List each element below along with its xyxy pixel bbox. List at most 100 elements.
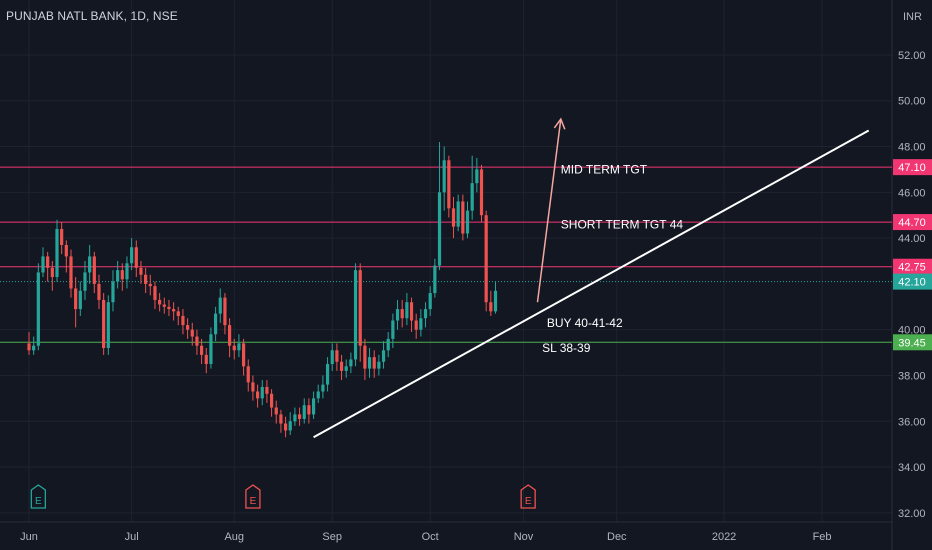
price-badge-label: 42.10 xyxy=(898,277,926,289)
candle-body xyxy=(465,210,470,234)
candle-body xyxy=(269,393,274,408)
candle-body xyxy=(60,228,64,245)
currency-label: INR xyxy=(903,11,922,23)
candle-body xyxy=(153,286,157,300)
candle xyxy=(255,384,260,408)
x-tick-label: Nov xyxy=(514,531,534,543)
candle xyxy=(325,357,330,392)
candle xyxy=(64,240,68,273)
candle-body xyxy=(447,160,451,209)
price-badge xyxy=(893,258,932,275)
candle xyxy=(279,409,283,433)
candle xyxy=(209,327,213,369)
candle-body xyxy=(139,267,143,275)
candle-body xyxy=(186,325,190,330)
candle-body xyxy=(190,329,194,337)
candle xyxy=(69,249,73,298)
candle-body xyxy=(41,256,45,273)
candle-body xyxy=(311,398,316,415)
candle xyxy=(83,261,87,300)
candle-body xyxy=(78,290,82,310)
candle-body xyxy=(274,407,278,415)
candle-body xyxy=(232,345,236,351)
target-arrow-shaft xyxy=(536,118,562,303)
annotation-label: SL 38-39 xyxy=(542,341,591,355)
x-tick-label: Feb xyxy=(813,531,832,543)
candle xyxy=(55,219,59,282)
candle xyxy=(139,261,143,284)
candle-body xyxy=(162,304,166,307)
candle-body xyxy=(451,208,456,227)
candle xyxy=(223,293,227,335)
candle-body xyxy=(102,299,106,348)
candle-body xyxy=(209,334,213,365)
candle xyxy=(97,274,101,310)
candle-body xyxy=(325,364,330,385)
candle xyxy=(288,412,292,435)
candle xyxy=(195,329,199,355)
candle-body xyxy=(391,320,395,339)
candle-body xyxy=(158,299,162,305)
candle xyxy=(311,391,316,419)
candle xyxy=(484,210,488,312)
candle-body xyxy=(36,272,40,346)
candle xyxy=(479,164,484,223)
candle-body xyxy=(344,366,348,371)
candle xyxy=(148,274,152,296)
candle-body xyxy=(297,414,302,419)
annotation-label: BUY 40-41-42 xyxy=(547,316,623,330)
candle-body xyxy=(200,345,204,355)
candle xyxy=(78,281,82,316)
candle xyxy=(251,375,255,401)
candle-body xyxy=(176,311,180,316)
earnings-marker-label: E xyxy=(35,496,42,507)
candle xyxy=(102,293,106,355)
candle xyxy=(372,350,376,378)
candle xyxy=(475,157,479,193)
y-tick-label: 40.00 xyxy=(898,325,926,337)
candle xyxy=(130,238,134,271)
candle-body xyxy=(92,256,96,284)
annotation-label: MID TERM TGT xyxy=(561,162,648,176)
candle xyxy=(246,359,250,392)
candle-body xyxy=(339,361,344,371)
candle-body xyxy=(255,391,260,399)
candle-body xyxy=(288,421,292,431)
candle xyxy=(120,263,124,291)
candle-body xyxy=(241,343,246,367)
y-tick-label: 46.00 xyxy=(898,187,926,199)
candle xyxy=(493,281,498,314)
x-tick-label: Dec xyxy=(607,531,627,543)
candle xyxy=(265,380,269,403)
candle xyxy=(316,384,320,403)
candle-body xyxy=(372,357,376,369)
candle xyxy=(106,295,110,355)
candle-body xyxy=(353,270,358,360)
earnings-marker-icon: E xyxy=(30,484,46,509)
candle-body xyxy=(349,359,353,367)
candle-body xyxy=(74,288,78,310)
price-badge xyxy=(893,273,932,290)
candle-body xyxy=(302,405,306,419)
candle xyxy=(391,313,395,348)
candle-body xyxy=(433,265,437,294)
candle xyxy=(381,341,386,369)
candle-body xyxy=(111,281,115,303)
candle xyxy=(461,194,465,241)
candle-body xyxy=(144,274,148,284)
candle-body xyxy=(386,338,390,351)
candle-body xyxy=(405,302,409,319)
candle xyxy=(395,299,400,330)
candle-body xyxy=(419,318,423,330)
candle-body xyxy=(470,183,474,211)
candle xyxy=(344,359,348,378)
x-tick-label: Aug xyxy=(224,531,244,543)
annotation-label: SHORT TERM TGT 44 xyxy=(561,217,684,231)
y-tick-label: 50.00 xyxy=(898,96,926,108)
price-badge-label: 44.70 xyxy=(898,217,926,229)
candle-body xyxy=(195,336,199,346)
candle xyxy=(232,338,236,360)
candle xyxy=(489,290,493,316)
candle-body xyxy=(335,350,339,362)
